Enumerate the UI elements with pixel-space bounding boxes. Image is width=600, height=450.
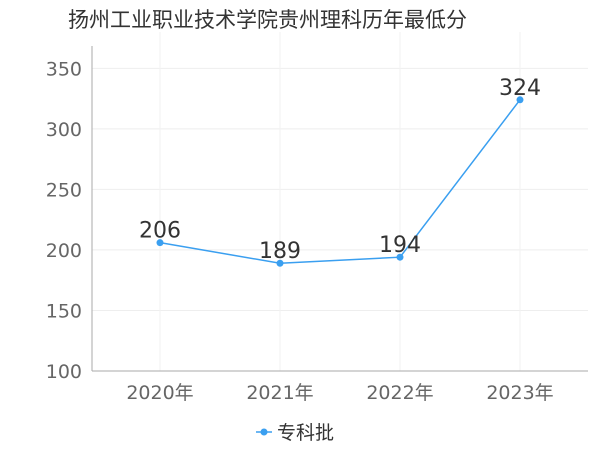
series-layer [156, 96, 524, 267]
data-label: 194 [379, 233, 421, 258]
y-axis-ticks: 100 150 200 250 300 350 [46, 58, 82, 383]
data-label: 189 [259, 239, 301, 264]
legend-label: 专科批 [277, 422, 334, 444]
data-point[interactable] [516, 96, 524, 104]
x-tick-label: 2022年 [366, 382, 433, 404]
y-tick-label: 200 [46, 240, 82, 262]
data-label: 206 [139, 219, 181, 244]
x-axis-ticks: 2020年 2021年 2022年 2023年 [126, 382, 553, 404]
x-tick-label: 2020年 [126, 382, 193, 404]
x-tick-label: 2023年 [486, 382, 553, 404]
legend[interactable]: 专科批 [256, 422, 334, 444]
data-label: 324 [499, 76, 541, 101]
series-line [159, 99, 521, 264]
y-tick-label: 100 [46, 361, 82, 383]
data-labels: 206 189 194 324 [139, 76, 541, 264]
data-point[interactable] [276, 259, 284, 267]
legend-marker [260, 428, 268, 436]
grid [92, 32, 588, 371]
y-tick-label: 250 [46, 179, 82, 201]
y-tick-label: 300 [46, 119, 82, 141]
y-tick-label: 150 [46, 300, 82, 322]
x-tick-label: 2021年 [246, 382, 313, 404]
y-tick-label: 350 [46, 58, 82, 80]
data-point[interactable] [156, 239, 164, 247]
data-point[interactable] [396, 253, 404, 261]
axes [91, 46, 588, 372]
chart-title: 扬州工业职业技术学院贵州理科历年最低分 [68, 8, 467, 32]
